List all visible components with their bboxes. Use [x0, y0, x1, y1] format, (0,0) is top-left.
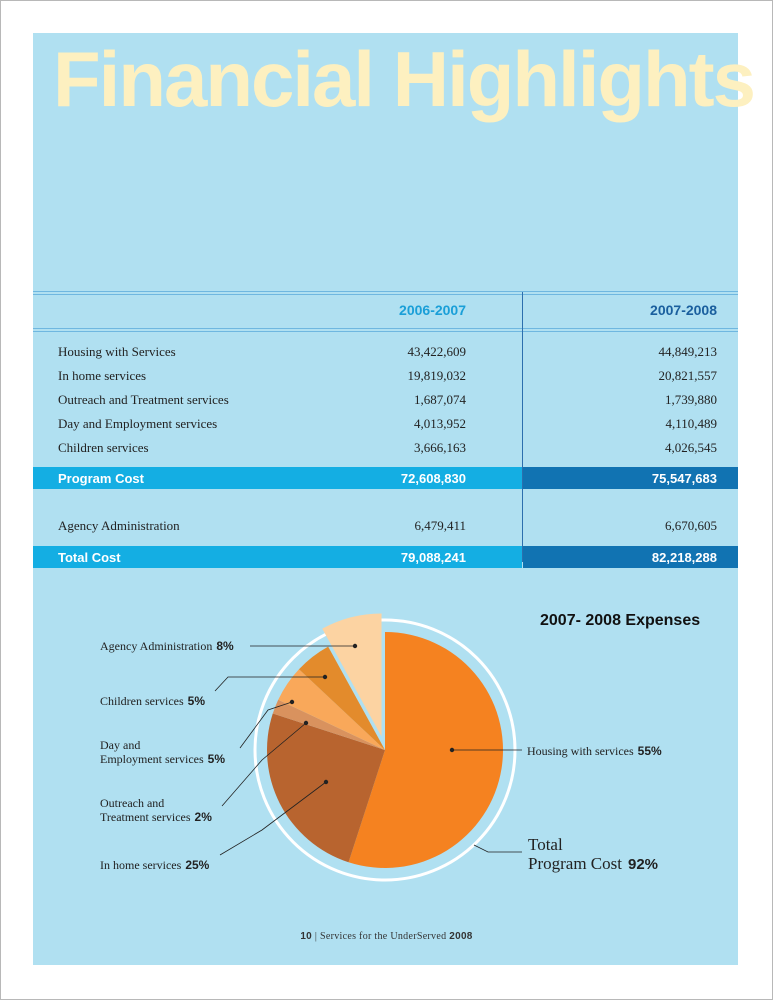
- pie-slice-housing-with-services: [348, 632, 504, 869]
- dot-day: [289, 699, 295, 705]
- row-label: Children services: [58, 440, 149, 455]
- row-value-2006: 43,422,609: [407, 344, 467, 359]
- dot-outreach: [303, 720, 309, 726]
- column-divider: [522, 292, 523, 562]
- legend-admin: Agency Administration 8%: [100, 639, 234, 653]
- legend-outreach-pct: 2%: [194, 810, 212, 824]
- page-title: Financial Highlights: [53, 35, 756, 123]
- program-cost-bar-2006: [33, 467, 522, 489]
- chart-title: 2007- 2008 Expenses: [540, 612, 701, 629]
- legend-housing: Housing with services 55%: [527, 744, 662, 758]
- leader-children: [214, 676, 325, 692]
- program-cost-bar-2007: [523, 467, 738, 489]
- total-cost-bar-2007: [523, 546, 738, 568]
- row-value-2006: 1,687,074: [414, 392, 466, 407]
- legend-inhome: In home services 25%: [100, 858, 209, 872]
- leader-outreach: [221, 722, 307, 807]
- total-cost-bar-2006: [33, 546, 522, 568]
- legend-children-pct: 5%: [187, 694, 205, 708]
- row-value-2006: 19,819,032: [407, 368, 467, 383]
- legend-outreach-label-1: Outreach and: [100, 796, 165, 810]
- legend-housing-pct: 55%: [637, 744, 662, 758]
- legend-outreach: Outreach and Treatment services 2%: [100, 796, 212, 824]
- dot-admin: [352, 643, 358, 649]
- footer-text: Services for the UnderServed: [319, 931, 447, 942]
- rule-mid-1: [33, 328, 738, 329]
- rule-top-2: [33, 294, 738, 295]
- row-value-2007: 1,739,880: [665, 392, 717, 407]
- legend-admin-label: Agency Administration: [100, 639, 213, 653]
- legend-housing-label: Housing with services: [527, 744, 634, 758]
- pie-slice-children-services: [298, 646, 385, 750]
- legend-day-label-1: Day and: [100, 738, 141, 752]
- row-label: Housing with Services: [58, 344, 176, 359]
- legend-admin-pct: 8%: [216, 639, 234, 653]
- leader-inhome: [219, 781, 327, 856]
- total-label-1: Total: [528, 835, 563, 854]
- column-header-2007: 2007-2008: [650, 302, 717, 318]
- row-label: In home services: [58, 368, 147, 383]
- total-cost-label: Total Cost: [58, 550, 121, 565]
- total-cost-2007: 82,218,288: [651, 550, 717, 565]
- dot-inhome: [323, 779, 329, 785]
- program-cost-2006: 72,608,830: [400, 471, 466, 486]
- leader-total: [473, 844, 522, 853]
- legend-children: Children services 5%: [100, 694, 205, 708]
- legend-children-label: Children services: [100, 694, 184, 708]
- pie-slice-agency-administration: [322, 613, 382, 737]
- leader-day: [239, 701, 293, 749]
- row-value-2006: 3,666,163: [414, 440, 466, 455]
- legend-day: Day and Employment services 5%: [100, 738, 225, 766]
- row-value-2007: 4,110,489: [665, 416, 717, 431]
- program-cost-label: Program Cost: [58, 471, 144, 486]
- pie-slice-day-and-employment-services: [278, 669, 385, 750]
- admin-value-2006: 6,479,411: [414, 518, 466, 533]
- pie-slice-outreach-and-treatment-services: [272, 699, 385, 750]
- total-label-2: Program Cost: [528, 854, 622, 873]
- total-cost-2006: 79,088,241: [400, 550, 466, 565]
- row-value-2007: 20,821,557: [658, 368, 718, 383]
- row-value-2007: 44,849,213: [658, 344, 718, 359]
- legend-inhome-label: In home services: [100, 858, 182, 872]
- dot-housing: [449, 747, 455, 753]
- legend-day-label-2: Employment services: [100, 752, 204, 766]
- page-number: 10: [300, 931, 313, 942]
- legend-day-pct: 5%: [207, 752, 225, 766]
- rule-mid-2: [33, 331, 738, 332]
- row-label: Day and Employment services: [58, 416, 218, 431]
- admin-value-2007: 6,670,605: [665, 518, 717, 533]
- column-header-2006: 2006-2007: [399, 302, 466, 318]
- rule-top-1: [33, 291, 738, 292]
- row-label: Outreach and Treatment services: [58, 392, 229, 407]
- row-value-2007: 4,026,545: [665, 440, 717, 455]
- legend-outreach-label-2: Treatment services: [100, 810, 191, 824]
- program-cost-2007: 75,547,683: [651, 471, 717, 486]
- admin-label: Agency Administration: [58, 518, 180, 533]
- footer-year: 2008: [449, 931, 473, 942]
- footer-separator: |: [314, 931, 318, 942]
- total-program-cost: Total Program Cost 92%: [528, 835, 658, 874]
- legend-inhome-pct: 25%: [185, 858, 210, 872]
- dot-children: [322, 674, 328, 680]
- page-footer: 10 | Services for the UnderServed 2008: [0, 931, 773, 942]
- total-pct: 92%: [627, 856, 659, 873]
- pie-slice-in-home-services: [267, 713, 385, 863]
- row-value-2006: 4,013,952: [414, 416, 466, 431]
